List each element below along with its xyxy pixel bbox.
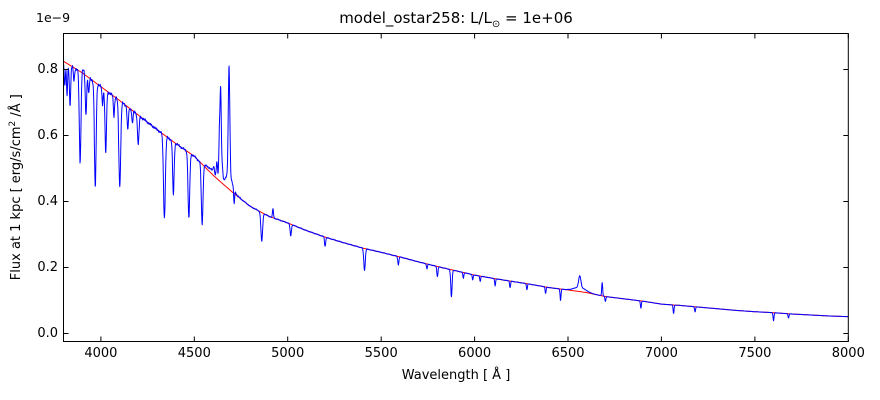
axis-ticks — [63, 33, 849, 342]
x-tick-label: 6500 — [551, 346, 585, 361]
x-tick-label: 4000 — [84, 346, 118, 361]
plot-title-value: = 1e+06 — [500, 9, 573, 27]
plot-title-text: model_ostar258: L/L — [339, 9, 492, 27]
continuum-line — [63, 60, 849, 318]
x-tick-label: 5500 — [364, 346, 398, 361]
y-axis-offset-label: 1e−9 — [36, 10, 71, 25]
y-tick-label: 0.0 — [37, 325, 58, 341]
sun-symbol: ⊙ — [491, 19, 501, 30]
plot-title: model_ostar258: L/L⊙ = 1e+06 — [63, 9, 849, 30]
y-tick-label: 0.8 — [37, 61, 58, 77]
axes-frame — [63, 33, 849, 342]
y-tick-label: 0.6 — [37, 127, 58, 143]
y-tick-label: 0.2 — [37, 259, 58, 275]
x-tick-label: 6000 — [458, 346, 492, 361]
x-tick-label: 8000 — [831, 346, 865, 361]
x-tick-label: 5000 — [271, 346, 305, 361]
spectrum-line — [63, 62, 849, 322]
x-tick-label: 4500 — [177, 346, 211, 361]
x-tick-label: 7000 — [644, 346, 678, 361]
y-tick-label: 0.4 — [37, 193, 58, 209]
x-tick-label: 7500 — [738, 346, 772, 361]
x-axis-label: Wavelength [ Å ] — [401, 368, 511, 383]
